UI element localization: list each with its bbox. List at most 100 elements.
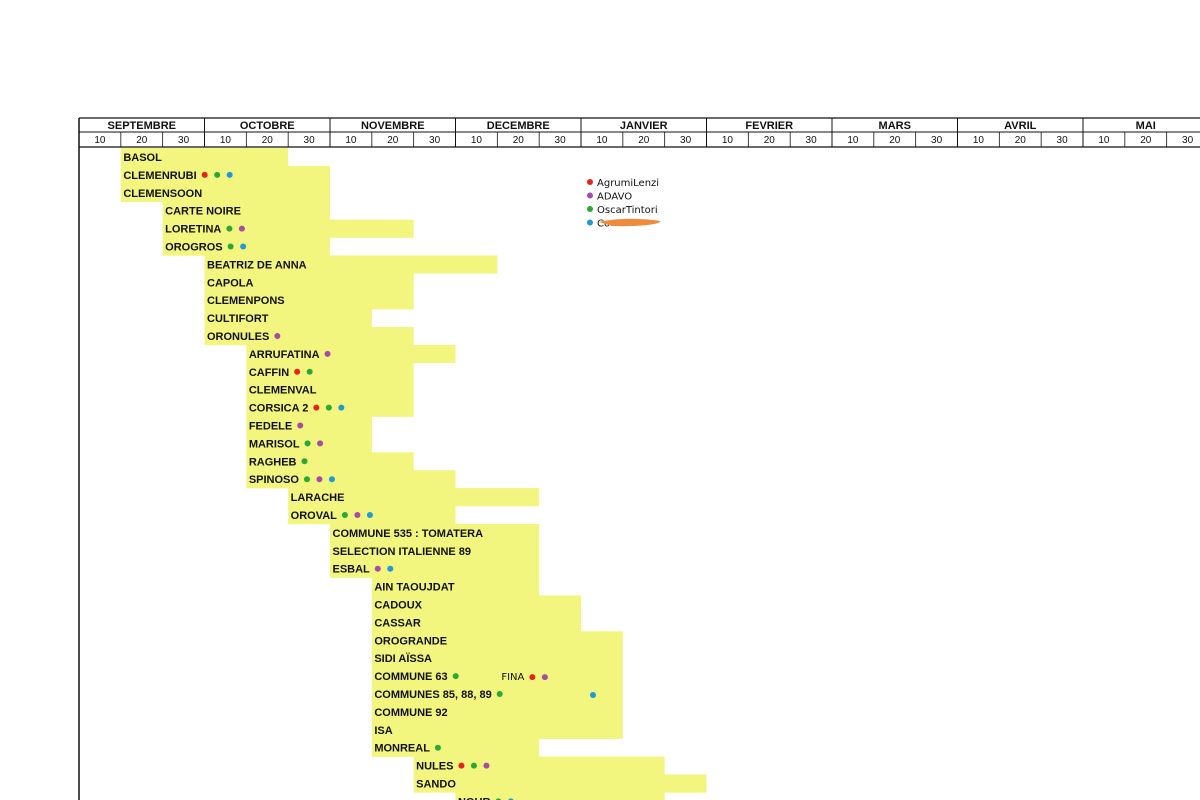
month-label: DECEMBRE <box>487 120 550 132</box>
day-tick-label: 30 <box>680 135 692 146</box>
variety-label: ARRUFATINA <box>249 349 320 361</box>
day-tick-label: 30 <box>429 135 441 146</box>
producer-dot <box>324 350 331 357</box>
legend-marker <box>587 192 593 199</box>
day-tick-label: 10 <box>345 135 357 146</box>
day-tick-label: 20 <box>136 135 148 146</box>
harvest-bar <box>246 470 456 489</box>
variety-label: BASOL <box>123 152 162 164</box>
legend-marker <box>587 219 593 226</box>
producer-dot <box>313 404 320 411</box>
variety-label: SIDI AÏSSA <box>374 652 432 665</box>
producer-dot <box>354 512 361 518</box>
producer-dot <box>316 476 323 483</box>
variety-label: CULTIFORT <box>207 313 269 325</box>
legend-label: ADAVO <box>597 192 632 203</box>
variety-label: LORETINA <box>165 224 221 236</box>
producer-dot <box>341 512 348 518</box>
producer-dot <box>366 512 373 518</box>
month-label: SEPTEMBRE <box>108 120 176 132</box>
harvest-bar <box>330 541 540 560</box>
harvest-bar <box>162 219 414 238</box>
day-tick-label: 20 <box>387 135 399 146</box>
day-tick-label: 10 <box>973 135 985 146</box>
producer-dot <box>306 368 313 375</box>
harvest-bar <box>288 488 540 507</box>
variety-label: CARTE NOIRE <box>165 206 241 218</box>
month-label: OCTOBRE <box>240 120 295 132</box>
producer-dot <box>387 565 394 572</box>
month-label: JANVIER <box>620 120 668 132</box>
harvest-bar <box>455 792 665 800</box>
variety-label: OROGROS <box>165 242 222 254</box>
variety-label: COMMUNES 85, 88, 89 <box>374 689 491 701</box>
day-tick-label: 30 <box>304 135 316 146</box>
day-tick-label: 10 <box>596 135 608 146</box>
producer-dot <box>274 333 281 339</box>
month-label: MAI <box>1136 120 1156 132</box>
variety-label: CASSAR <box>374 617 421 629</box>
variety-label: MONREAL <box>374 743 430 755</box>
producer-dot <box>301 458 308 465</box>
producer-dot <box>338 404 345 411</box>
producer-dot <box>452 673 459 680</box>
harvest-bar <box>413 774 707 793</box>
day-tick-label: 20 <box>1140 135 1152 146</box>
annotation-label: FINA <box>501 672 524 683</box>
day-tick-label: 30 <box>931 135 943 146</box>
month-label: NOVEMBRE <box>361 120 425 132</box>
harvest-bar <box>204 309 372 328</box>
harvest-bar <box>204 291 414 310</box>
day-tick-label: 30 <box>1057 135 1069 146</box>
variety-label: CLEMENRUBI <box>123 170 196 182</box>
day-tick-label: 10 <box>471 135 483 146</box>
producer-dot <box>325 404 332 411</box>
harvest-bar <box>120 183 330 202</box>
day-tick-label: 20 <box>764 135 776 146</box>
harvest-bar <box>204 327 414 346</box>
harvest-bar <box>162 237 330 256</box>
producer-dot <box>496 691 503 697</box>
producer-dot <box>317 440 324 447</box>
producer-dot <box>470 762 477 769</box>
harvest-bar <box>371 631 623 650</box>
day-tick-label: 20 <box>513 135 525 146</box>
harvest-bar <box>120 165 330 185</box>
variety-label: CAFFIN <box>249 367 289 379</box>
day-tick-label: 20 <box>1015 135 1027 146</box>
variety-label: RAGHEB <box>249 456 297 468</box>
day-tick-label: 20 <box>889 135 901 146</box>
producer-dot <box>226 225 233 232</box>
producer-dot <box>541 674 548 681</box>
producer-dot <box>214 171 221 178</box>
harvest-bar <box>371 702 623 722</box>
day-tick-label: 10 <box>94 135 106 146</box>
harvest-bar <box>371 667 623 686</box>
producer-dot <box>483 762 490 769</box>
variety-label: SPINOSO <box>249 474 300 486</box>
day-tick-label: 10 <box>220 135 232 146</box>
variety-label: SELECTION ITALIENNE 89 <box>333 546 472 558</box>
month-label: FEVRIER <box>745 120 793 132</box>
month-label: MARS <box>879 120 911 132</box>
harvest-bar <box>371 720 623 739</box>
producer-dot <box>227 243 234 250</box>
harvest-bar <box>246 452 414 471</box>
producer-dot <box>304 440 311 447</box>
variety-label: COMMUNE 92 <box>374 707 447 719</box>
variety-label: NOUR <box>458 796 490 800</box>
variety-label: CORSICA 2 <box>249 403 308 415</box>
day-tick-label: 10 <box>722 135 734 146</box>
day-tick-label: 20 <box>262 135 274 146</box>
harvest-bar <box>204 255 498 274</box>
variety-label: FEDELE <box>249 421 292 433</box>
variety-label: CADOUX <box>374 600 422 612</box>
producer-dot <box>529 674 536 681</box>
variety-label: ESBAL <box>333 564 371 576</box>
producer-dot <box>238 225 245 232</box>
harvest-bar <box>246 380 414 399</box>
legend-label: Co <box>597 219 610 230</box>
producer-dot <box>303 476 310 483</box>
producer-dot <box>374 565 381 572</box>
